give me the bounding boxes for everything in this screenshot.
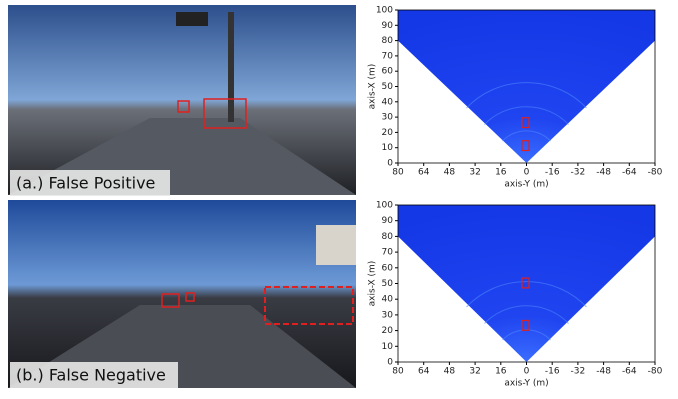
x-tick-label: 32 xyxy=(469,367,480,377)
x-tick-label: -32 xyxy=(571,168,586,178)
y-tick-label: 10 xyxy=(382,143,394,153)
radar-plot: 80 64 48 32 16 0 -16 -32 -48 -64 -80 0 10 20 30 40 50 60 7… xyxy=(368,201,663,389)
y-tick-label: 70 xyxy=(382,51,394,61)
x-tick-label: 64 xyxy=(418,367,430,377)
y-tick-label: 50 xyxy=(382,279,394,289)
x-axis-label: axis-Y (m) xyxy=(504,379,548,389)
x-tick-label: -32 xyxy=(571,367,586,377)
y-tick-label: 30 xyxy=(382,310,394,320)
x-tick-label: 16 xyxy=(495,168,507,178)
x-tick-label: -80 xyxy=(648,367,663,377)
y-tick-label: 0 xyxy=(387,159,393,169)
x-tick-label: 48 xyxy=(444,367,456,377)
x-tick-label: 64 xyxy=(418,168,430,178)
figure: (a.) False Positive (b.) False Negative … xyxy=(0,0,678,395)
y-tick-label: 0 xyxy=(387,358,393,368)
x-tick-label: -16 xyxy=(545,168,560,178)
x-tick-label: -48 xyxy=(596,367,611,377)
y-tick-label: 90 xyxy=(382,216,394,226)
radar-fan xyxy=(398,10,655,163)
x-tick-label: -80 xyxy=(648,168,663,178)
x-tick-label: 0 xyxy=(524,168,530,178)
y-tick-label: 20 xyxy=(382,128,394,138)
y-tick-label: 10 xyxy=(382,342,394,352)
x-tick-label: 48 xyxy=(444,168,456,178)
y-tick-label: 40 xyxy=(382,97,394,107)
y-tick-label: 50 xyxy=(382,82,394,92)
x-tick-label: -48 xyxy=(596,168,611,178)
panel-label: (a.) False Positive xyxy=(16,174,155,193)
x-tick-label: -16 xyxy=(545,367,560,377)
y-tick-label: 70 xyxy=(382,248,394,258)
y-tick-label: 80 xyxy=(382,36,394,46)
y-axis-label: axis-X (m) xyxy=(368,64,378,110)
y-tick-label: 60 xyxy=(382,263,394,273)
radar-plot: 80 64 48 32 16 0 -16 -32 -48 -64 -80 0 10 20 30 40 50 60 7… xyxy=(368,6,663,190)
x-tick-label: -64 xyxy=(622,367,637,377)
photo-b: (b.) False Negative xyxy=(8,200,356,388)
x-tick-label: 80 xyxy=(392,168,404,178)
y-tick-label: 100 xyxy=(376,201,393,211)
x-tick-label: 0 xyxy=(524,367,530,377)
y-tick-label: 80 xyxy=(382,232,394,242)
radar-fan xyxy=(398,205,655,362)
y-tick-label: 30 xyxy=(382,113,394,123)
y-tick-label: 100 xyxy=(376,6,393,16)
photo-a: (a.) False Positive xyxy=(8,5,356,196)
panel-label: (b.) False Negative xyxy=(16,366,166,385)
x-tick-label: 32 xyxy=(469,168,480,178)
y-tick-label: 90 xyxy=(382,21,394,31)
y-tick-label: 40 xyxy=(382,295,394,305)
x-tick-label: 16 xyxy=(495,367,507,377)
y-tick-label: 20 xyxy=(382,326,394,336)
x-tick-label: 80 xyxy=(392,367,404,377)
y-tick-label: 60 xyxy=(382,67,394,77)
y-axis-label: axis-X (m) xyxy=(368,261,378,307)
x-axis-label: axis-Y (m) xyxy=(504,180,548,190)
x-tick-label: -64 xyxy=(622,168,637,178)
